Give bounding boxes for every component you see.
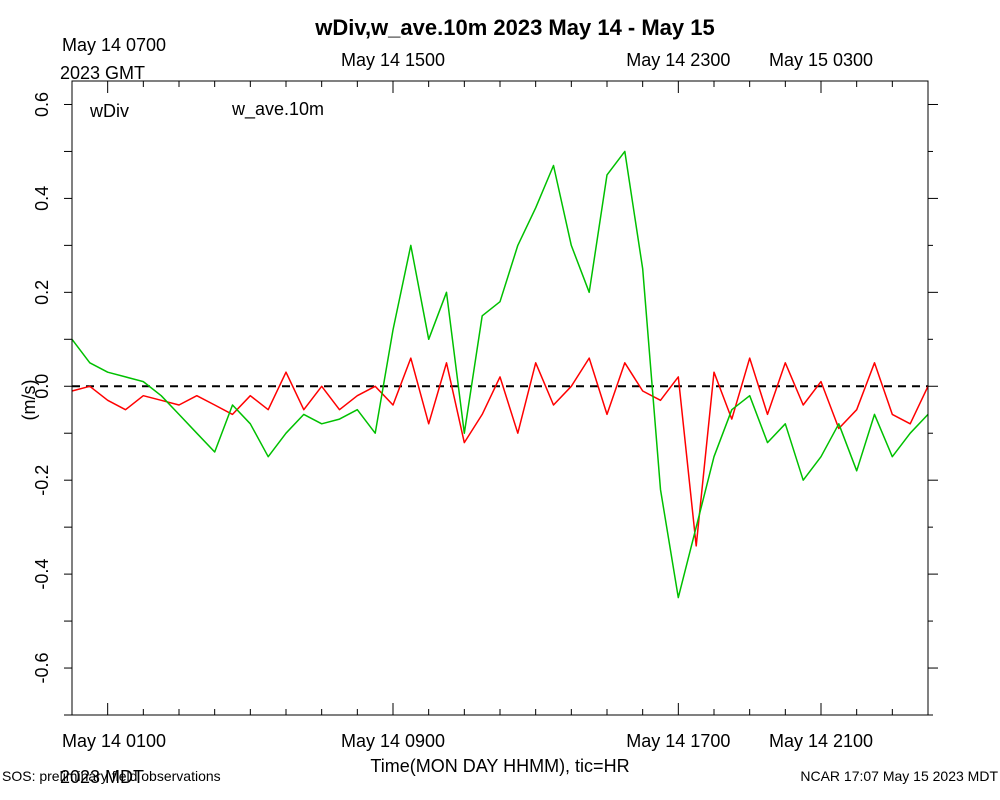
y-tick-label: 0.6 (32, 92, 52, 117)
series-line-w-ave-10m (71, 150, 929, 599)
y-tick-label: -0.2 (32, 465, 52, 496)
footer-right: NCAR 17:07 May 15 2023 MDT (800, 768, 998, 784)
x-tick-label-bottom: May 14 1700 (626, 731, 730, 751)
y-tick-labels: -0.6 -0.4 -0.2 0.0 0.2 0.4 0.6 (32, 92, 52, 684)
y-axis-label: (m/s) (19, 380, 39, 421)
legend-wdiv: wDiv (89, 101, 129, 121)
x-tick-label-bottom: May 14 0900 (341, 731, 445, 751)
x-tick-label-top: May 14 1500 (341, 50, 445, 70)
x-tick-label-top: May 15 0300 (769, 50, 873, 70)
y-tick-label: -0.4 (32, 559, 52, 590)
footer-left: SOS: preliminary field observations (2, 768, 221, 784)
y-tick-label: 0.0 (32, 374, 52, 399)
series-line-wdiv (71, 357, 929, 547)
bottom-axis-labels: May 14 0100 May 14 0900 May 14 1700 May 14 … (62, 731, 873, 751)
y-tick-label: 0.2 (32, 280, 52, 305)
legend-w-ave-10m: w_ave.10m (231, 99, 324, 120)
x-tick-label-bottom: May 14 0100 (62, 731, 166, 751)
bottom-timezone-label: 2023 MDT (60, 767, 144, 787)
series-layer (71, 150, 929, 599)
x-tick-label-bottom: May 14 2100 (769, 731, 873, 751)
y-tick-label: -0.6 (32, 653, 52, 684)
top-timezone-label: 2023 GMT (60, 63, 145, 83)
top-axis-labels: May 14 0700 May 14 1500 May 14 2300 May 15 … (62, 35, 873, 70)
y-tick-label: 0.4 (32, 186, 52, 211)
x-axis-label: Time(MON DAY HHMM), tic=HR (370, 756, 629, 776)
chart-title: wDiv,w_ave.10m 2023 May 14 - May 15 (314, 15, 715, 40)
axis-ticks (64, 81, 938, 716)
x-tick-label-top: May 14 0700 (62, 35, 166, 55)
plot-frame (71, 80, 929, 716)
x-tick-label-top: May 14 2300 (626, 50, 730, 70)
